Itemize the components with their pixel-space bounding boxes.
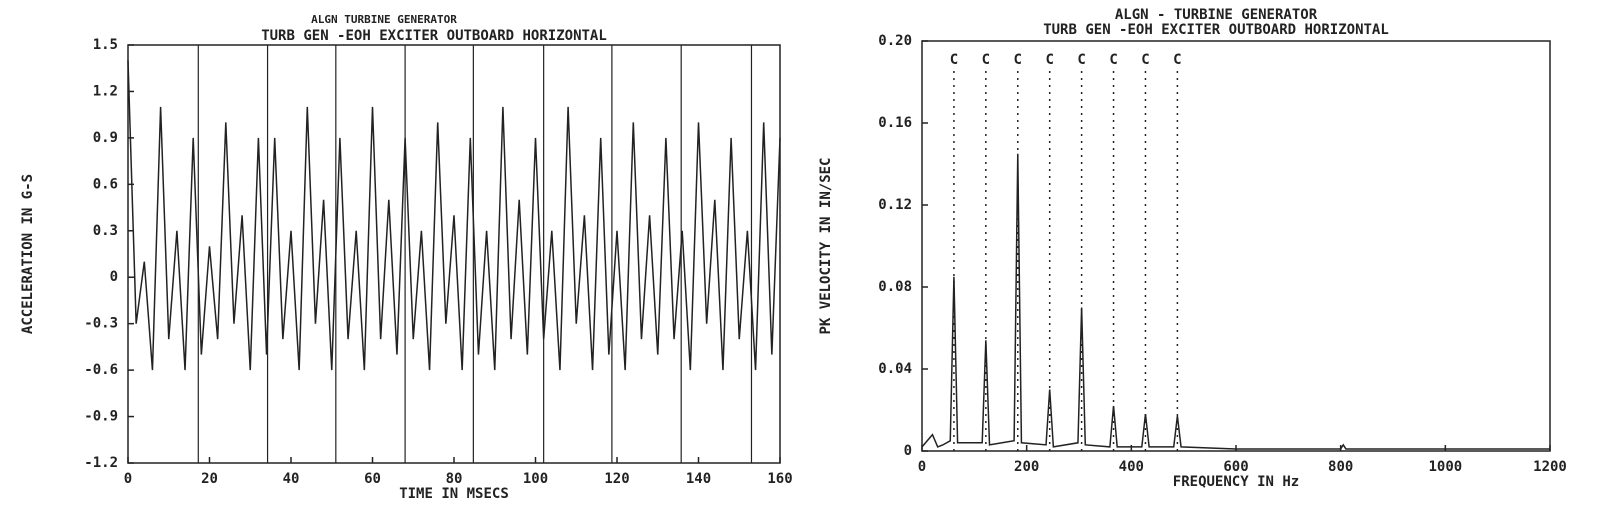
data-line [921,153,1550,450]
chart-title: TURB GEN -EOH EXCITER OUTBOARD HORIZONTA… [261,28,607,44]
y-tick-label: 0.12 [878,197,912,213]
marker-label: C [950,52,958,68]
marker-label: C [1077,52,1085,68]
y-tick-label: 1.5 [93,37,118,53]
y-tick-label: 0.3 [93,223,118,239]
y-axis-label: PK VELOCITY IN IN/SEC [818,157,834,334]
y-tick-label: -0.9 [84,409,118,425]
x-tick-label: 160 [767,471,792,487]
x-tick-label: 400 [1119,459,1144,475]
y-tick-label: 0.20 [878,33,912,49]
y-tick-label: 1.2 [93,83,118,99]
x-tick-label: 1000 [1428,459,1462,475]
x-tick-label: 0 [124,471,132,487]
marker-label: C [1109,52,1117,68]
x-axis-label: TIME IN MSECS [399,486,509,502]
marker-label: C [1173,52,1181,68]
y-tick-label: 0.16 [878,115,912,131]
x-tick-label: 40 [283,471,300,487]
y-tick-label: -0.3 [84,316,118,332]
marker-label: C [1141,52,1149,68]
x-tick-label: 1200 [1533,459,1567,475]
marker-label: C [1045,52,1053,68]
y-tick-label: -1.2 [84,455,118,471]
x-tick-label: 140 [686,471,711,487]
x-tick-label: 800 [1328,459,1353,475]
marker-label: C [1014,52,1022,68]
y-tick-label: 0 [904,443,912,459]
x-tick-label: 0 [918,459,926,475]
x-tick-label: 60 [364,471,381,487]
supertitle: ALGN TURBINE GENERATOR [311,13,457,26]
x-tick-label: 20 [201,471,218,487]
y-axis-label: ACCELERATION IN G-S [20,174,36,334]
y-tick-label: 0.6 [93,176,118,192]
chart-title: TURB GEN -EOH EXCITER OUTBOARD HORIZONTA… [1043,22,1389,38]
x-tick-label: 200 [1014,459,1039,475]
x-axis-label: FREQUENCY IN Hz [1173,474,1299,490]
x-tick-label: 80 [446,471,463,487]
y-tick-label: 0 [110,269,118,285]
x-tick-label: 100 [523,471,548,487]
x-tick-label: 600 [1223,459,1248,475]
plot-frame [127,44,781,464]
y-tick-label: 0.9 [93,130,118,146]
y-tick-label: -0.6 [84,362,118,378]
marker-label: C [982,52,990,68]
y-tick-label: 0.04 [878,361,912,377]
supertitle: ALGN - TURBINE GENERATOR [1115,7,1318,23]
x-tick-label: 120 [604,471,629,487]
y-tick-label: 0.08 [878,279,912,295]
data-line [127,60,781,371]
